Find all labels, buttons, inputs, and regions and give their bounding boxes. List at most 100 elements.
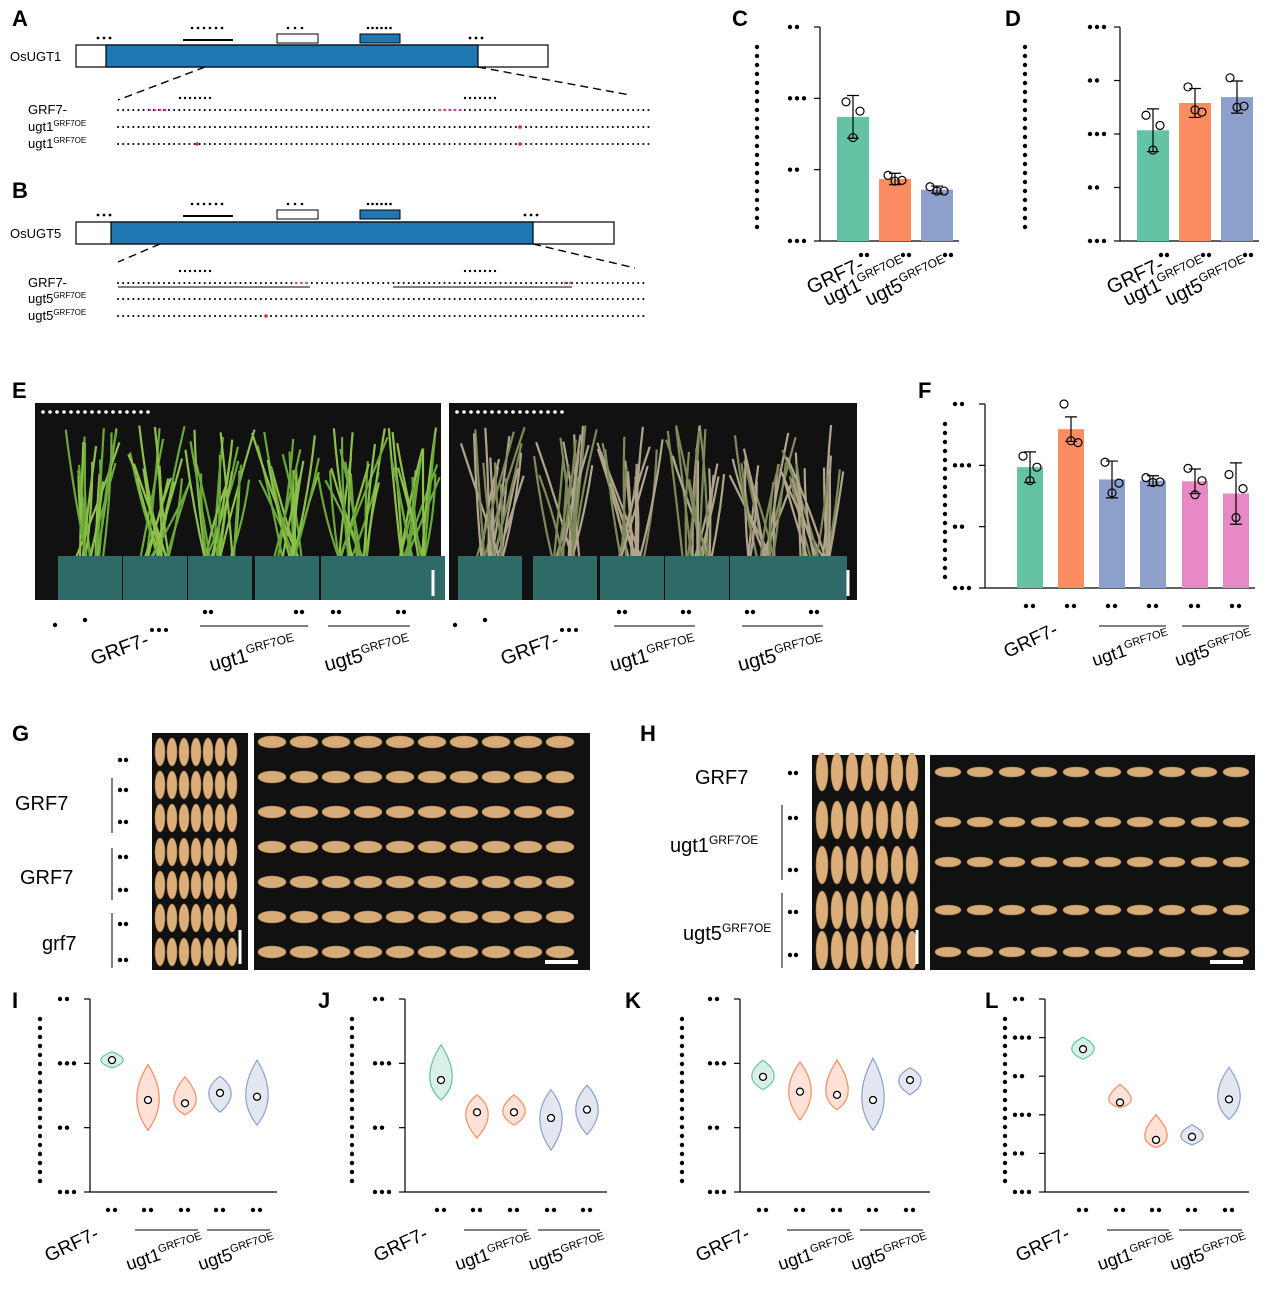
redacted-dot — [755, 198, 759, 202]
bar — [1058, 429, 1084, 588]
redacted-dot — [113, 1208, 117, 1212]
redacted-dot — [376, 203, 379, 206]
redacted-dot — [58, 1125, 62, 1129]
grain — [1127, 905, 1153, 915]
data-point — [1060, 400, 1068, 408]
redacted-dot — [483, 410, 487, 414]
grain — [1095, 905, 1121, 915]
redacted-dot — [350, 1062, 354, 1066]
grain — [876, 801, 888, 839]
violin — [466, 1095, 488, 1138]
group-label: ugt5GRF7OE — [1172, 626, 1255, 670]
category-label-text: GRF7- — [693, 1223, 754, 1266]
grain — [1223, 947, 1249, 957]
redacted-dot — [755, 135, 759, 139]
redacted-dot — [680, 1017, 684, 1021]
redacted-dot — [475, 37, 478, 40]
redacted-dot — [38, 1134, 42, 1138]
redacted-dot — [484, 270, 486, 272]
redacted-dot — [943, 253, 947, 257]
redacted-dot — [1003, 1062, 1007, 1066]
grain — [1191, 857, 1217, 867]
redacted-dot — [680, 1143, 684, 1147]
redacted-dot — [788, 910, 792, 914]
grain — [891, 891, 903, 929]
grain — [179, 804, 189, 832]
redacted-dot — [708, 1190, 712, 1194]
pot — [58, 556, 122, 600]
median — [797, 1088, 804, 1095]
redacted-dot — [1020, 1151, 1024, 1155]
grain — [227, 804, 237, 832]
panel-letter: C — [732, 6, 748, 31]
redacted-dot — [65, 1061, 69, 1065]
redacted-dot — [38, 1152, 42, 1156]
redacted-dot — [350, 1161, 354, 1165]
redacted-dot — [191, 203, 194, 206]
redacted-dot — [199, 270, 201, 272]
panel-letter: K — [625, 988, 641, 1013]
redacted-dot — [960, 524, 964, 528]
grain — [215, 938, 225, 966]
genotype-label: grf7 — [42, 933, 76, 955]
redacted-dot — [794, 868, 798, 872]
redacted-dot — [142, 1208, 146, 1212]
median — [145, 1097, 152, 1104]
redacted-dot — [203, 610, 207, 614]
redacted-dot — [1023, 108, 1027, 112]
panel-letter: L — [985, 988, 998, 1013]
redacted-dot — [478, 1208, 482, 1212]
grain — [290, 806, 318, 818]
group-label-text: ugt5 — [735, 645, 778, 676]
sequence-label: GRF7- — [28, 275, 67, 290]
redacted-dot — [680, 1116, 684, 1120]
redacted-dot — [1249, 253, 1253, 257]
data-point — [1225, 471, 1233, 479]
violin — [1218, 1067, 1240, 1119]
sequence-label: ugt5GRF7OE — [28, 308, 86, 323]
redacted-dot — [794, 771, 798, 775]
redacted-dot — [150, 628, 154, 632]
grain — [155, 738, 165, 766]
redacted-dot — [97, 214, 100, 217]
grain — [418, 806, 446, 818]
redacted-dot — [65, 997, 69, 1001]
redacted-dot — [179, 1208, 183, 1212]
sequence-label-text: ugt5 — [28, 291, 53, 306]
panel-letter: J — [318, 988, 330, 1013]
grain — [167, 904, 177, 932]
redacted-dot — [708, 1125, 712, 1129]
redacted-dot — [1189, 604, 1193, 608]
redacted-dot — [385, 27, 388, 30]
redacted-dot — [1023, 63, 1027, 67]
group-label-text: ugt5 — [195, 1244, 235, 1274]
redacted-dot — [1102, 132, 1106, 136]
grain — [861, 846, 873, 884]
redacted-dot — [469, 97, 471, 99]
group-label-sup: GRF7OE — [1123, 626, 1170, 651]
group-label-text: ugt1 — [123, 1244, 163, 1274]
redacted-dot — [953, 524, 957, 528]
redacted-dot — [680, 1053, 684, 1057]
pot — [188, 556, 252, 600]
grain — [450, 736, 478, 748]
redacted-dot — [464, 270, 466, 272]
redacted-dot — [476, 410, 480, 414]
redacted-dot — [287, 203, 290, 206]
redacted-dot — [41, 410, 45, 414]
grain — [258, 841, 286, 853]
redacted-dot — [38, 1044, 42, 1048]
grain — [354, 841, 382, 853]
redacted-dot — [1088, 185, 1092, 189]
grain — [967, 905, 993, 915]
group-label-sup: GRF7OE — [1206, 626, 1253, 651]
panel-letter: D — [1005, 6, 1021, 31]
redacted-dot — [38, 1116, 42, 1120]
redacted-dot — [794, 816, 798, 820]
pot — [783, 556, 847, 600]
redacted-dot — [802, 239, 806, 243]
grain — [203, 938, 213, 966]
redacted-dot — [479, 270, 481, 272]
data-point — [1142, 474, 1150, 482]
redacted-dot — [865, 253, 869, 257]
